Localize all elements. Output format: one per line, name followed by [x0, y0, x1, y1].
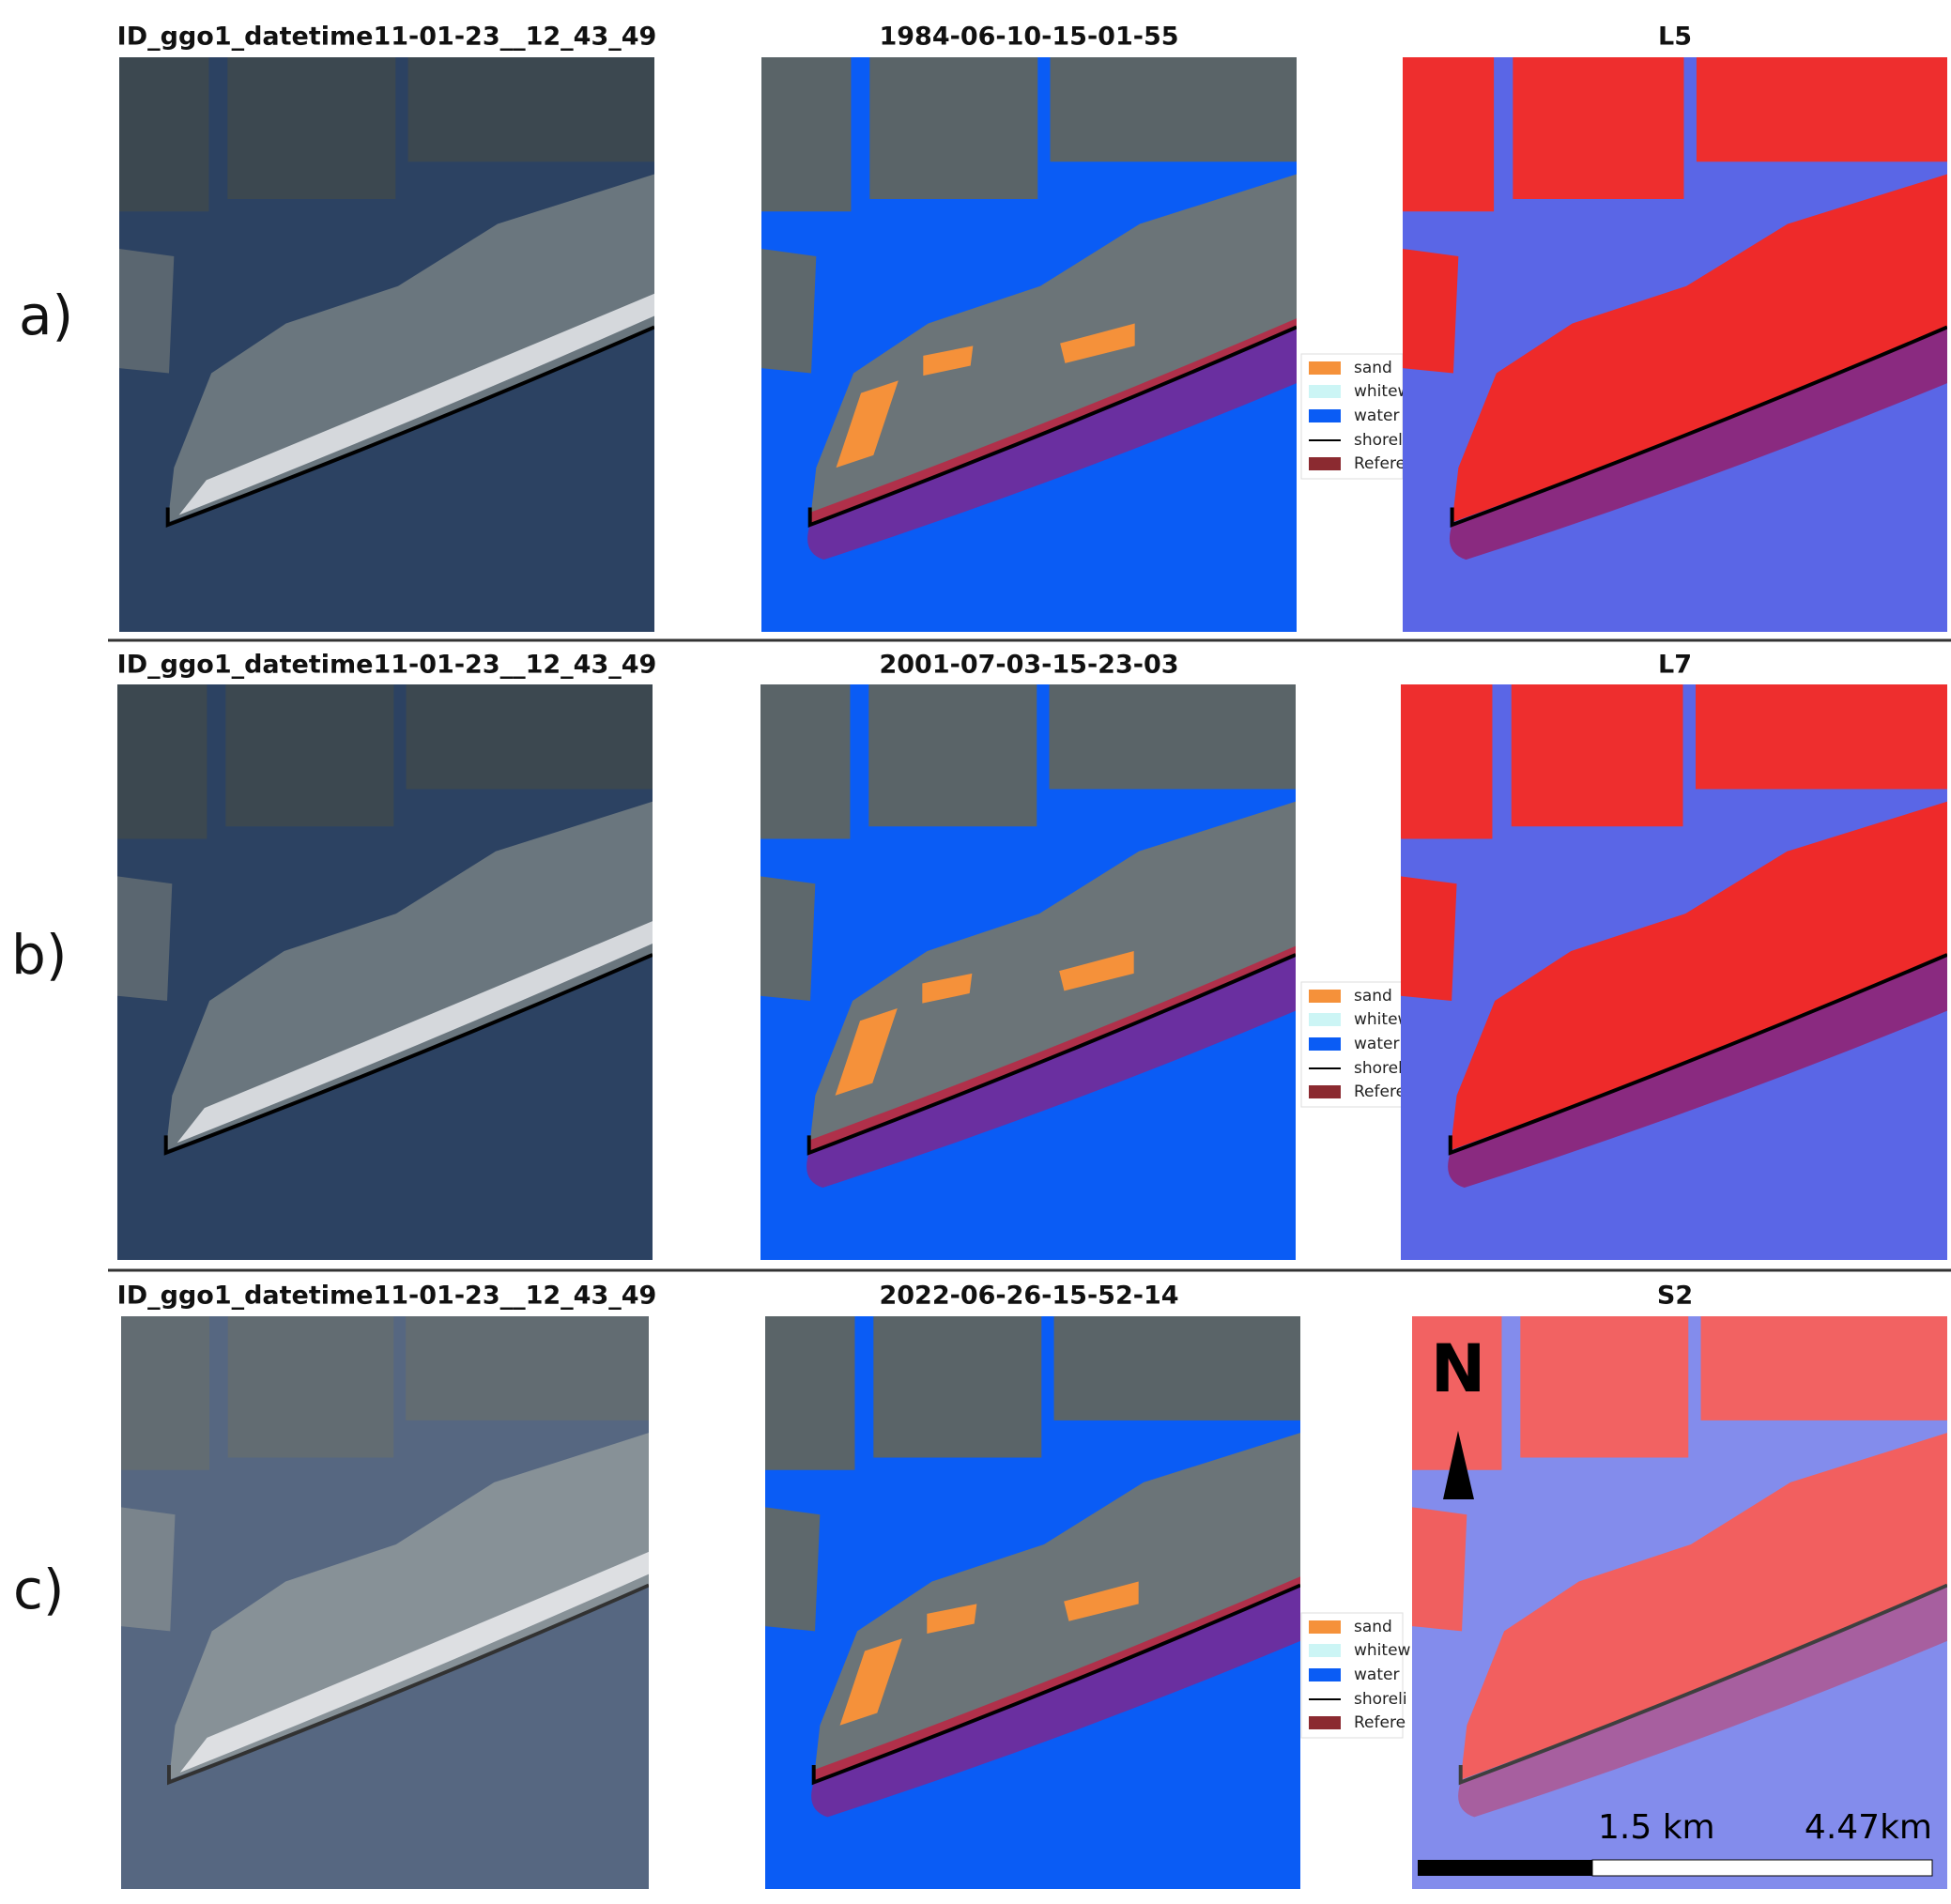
row-label: c): [13, 1558, 65, 1621]
row-b: b) ID_ggo1_datetime11-01-23__12_43_49 20…: [11, 651, 1947, 1260]
legend-label: whitew: [1354, 382, 1411, 401]
classified-image: [760, 684, 1296, 1260]
legend-label: water: [1354, 1666, 1399, 1684]
row-a: a) ID_ggo1_datetime11-01-23__12_43_49 19…: [19, 23, 1947, 632]
legend-label: whitew: [1354, 1641, 1411, 1660]
panel-title: ID_ggo1_datetime11-01-23__12_43_49: [117, 651, 657, 680]
panel-title: 1984-06-10-15-01-55: [879, 23, 1178, 52]
row-c: c) ID_ggo1_datetime11-01-23__12_43_49 20…: [13, 1282, 1947, 1889]
panel-title: S2: [1657, 1282, 1693, 1311]
classified-image: [761, 57, 1297, 632]
panel-title: 2022-06-26-15-52-14: [879, 1282, 1178, 1311]
index-image: [1403, 57, 1947, 632]
legend-label: water: [1354, 407, 1399, 425]
satellite-image: [121, 1316, 649, 1889]
legend-label: sand: [1354, 1618, 1392, 1636]
legend-label: shoreli: [1354, 1690, 1407, 1709]
north-arrow-shape: [1443, 1431, 1474, 1499]
index-image: [1401, 684, 1947, 1260]
classified-image: [765, 1316, 1300, 1889]
satellite-image: [119, 57, 654, 632]
panel-title: L7: [1658, 651, 1692, 680]
legend-label: Refere: [1354, 1083, 1406, 1101]
legend-label: sand: [1354, 987, 1392, 1006]
row-label: a): [19, 284, 73, 347]
legend-label: shoreli: [1354, 431, 1407, 450]
scale-segment: [1591, 1859, 1933, 1877]
scale-label: 4.47km: [1805, 1808, 1932, 1847]
legend-label: shoreli: [1354, 1059, 1407, 1078]
row-label: b): [11, 923, 67, 987]
scale-label: 1.5 km: [1598, 1808, 1715, 1847]
legend-label: whitew: [1354, 1010, 1411, 1029]
panel-title: ID_ggo1_datetime11-01-23__12_43_49: [117, 23, 657, 52]
satellite-image: [117, 684, 653, 1260]
legend-label: Refere: [1354, 454, 1406, 473]
scale-bar: 1.5 km 4.47km: [1418, 1808, 1933, 1877]
north-label: N: [1431, 1330, 1486, 1407]
legend-label: sand: [1354, 359, 1392, 377]
legend-label: Refere: [1354, 1713, 1406, 1732]
panel-title: ID_ggo1_datetime11-01-23__12_43_49: [117, 1282, 657, 1311]
panel-title: L5: [1658, 23, 1692, 52]
index-image: [1412, 1316, 1947, 1889]
panel-title: 2001-07-03-15-23-03: [879, 651, 1178, 680]
north-arrow: N: [1431, 1330, 1486, 1499]
legend-label: water: [1354, 1035, 1399, 1053]
scale-segment: [1418, 1860, 1592, 1876]
